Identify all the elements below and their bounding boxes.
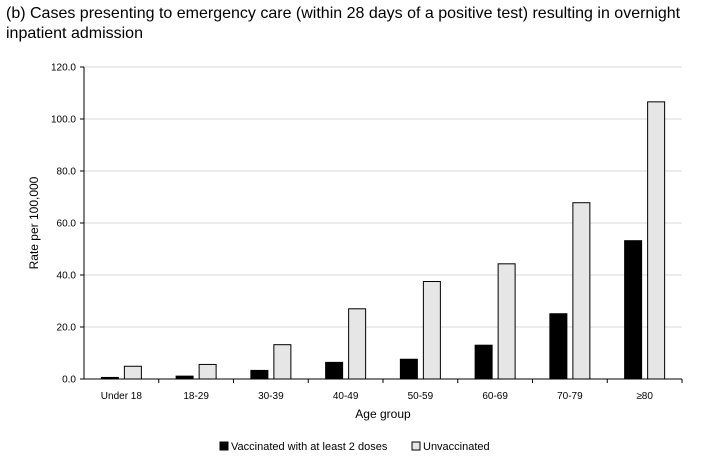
bar-vaccinated — [250, 369, 269, 380]
bar-vaccinated — [399, 358, 418, 380]
bar-unvaccinated — [422, 281, 441, 380]
legend-swatch — [219, 441, 229, 451]
x-axis-label: Age group — [355, 407, 411, 421]
x-tick-label: Under 18 — [101, 391, 143, 402]
y-tick-labels: 0.0 20.0 40.0 60.0 80.0 100.0 120.0 — [51, 63, 76, 386]
bar-unvaccinated — [273, 344, 292, 380]
legend-label: Unvaccinated — [423, 441, 490, 453]
bar-unvaccinated — [647, 101, 666, 380]
y-tick-label: 40.0 — [57, 271, 77, 282]
bar-vaccinated — [474, 344, 493, 380]
x-tick-label: 30-39 — [258, 391, 284, 402]
bar-unvaccinated — [348, 308, 367, 380]
bar-vaccinated — [624, 240, 643, 380]
legend-swatch — [411, 441, 421, 451]
y-tick-label: 20.0 — [57, 323, 77, 334]
bar-unvaccinated — [572, 202, 591, 380]
bar-unvaccinated — [123, 365, 142, 380]
bar-vaccinated — [325, 361, 344, 380]
legend-item-vaccinated: Vaccinated with at least 2 doses — [219, 441, 388, 453]
y-axis-label: Rate per 100,000 — [27, 176, 41, 269]
legend-label: Vaccinated with at least 2 doses — [231, 441, 388, 453]
legend: Vaccinated with at least 2 doses Unvaccin… — [219, 441, 490, 453]
bar-unvaccinated — [497, 263, 516, 380]
x-tick-label: 40-49 — [333, 391, 359, 402]
legend-item-unvaccinated: Unvaccinated — [411, 441, 490, 453]
y-tick-label: 120.0 — [51, 63, 76, 74]
y-tick-label: 0.0 — [62, 375, 76, 386]
bar-unvaccinated — [198, 363, 217, 380]
chart-title: (b) Cases presenting to emergency care (… — [6, 5, 681, 42]
y-tick-label: 60.0 — [57, 219, 77, 230]
bars — [100, 101, 666, 380]
x-tick-label: 18-29 — [183, 391, 209, 402]
axes — [80, 66, 683, 383]
x-tick-labels: Under 18 18-29 30-39 40-49 50-59 60-69 70-79 ≥8… — [101, 391, 654, 402]
gridlines — [84, 66, 682, 328]
y-tick-label: 80.0 — [57, 167, 77, 178]
x-tick-label: 60-69 — [482, 391, 508, 402]
y-tick-label: 100.0 — [51, 115, 76, 126]
x-tick-label: 70-79 — [557, 391, 583, 402]
bar-vaccinated — [549, 313, 568, 380]
x-tick-label: 50-59 — [408, 391, 434, 402]
x-tick-label: ≥80 — [636, 391, 653, 402]
